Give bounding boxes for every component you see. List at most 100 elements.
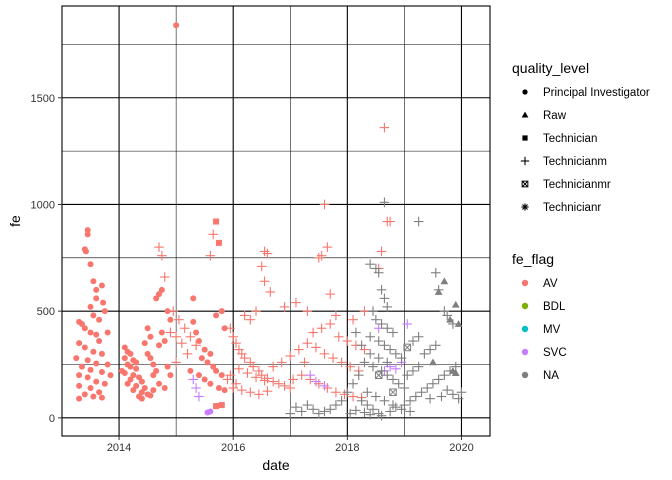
data-point [296,406,307,417]
legend-key [520,156,530,166]
data-point [245,387,256,398]
series-raw-na [429,277,463,376]
data-point [251,372,261,383]
data-point [144,350,151,357]
data-point [136,374,143,381]
data-point [98,282,105,289]
data-point [291,297,301,308]
data-point [285,351,296,361]
data-point [365,349,375,359]
data-point [376,285,387,295]
data-point [294,344,304,355]
data-point [130,387,137,394]
data-point [164,308,171,315]
data-point [147,355,154,362]
data-point [147,392,154,399]
data-point [405,406,415,417]
data-point [188,374,199,385]
data-point [121,370,128,377]
axes: 2014 2016 2018 2020 0 500 1000 1500 [31,5,491,454]
data-point [98,394,105,401]
data-point [150,361,157,368]
data-point [388,327,398,338]
data-point [419,349,430,359]
data-point [379,395,390,406]
data-point [225,370,236,380]
data-point [368,361,378,372]
data-point [153,367,160,374]
data-point [84,231,91,238]
data-point [314,408,324,419]
data-point [405,395,415,406]
y-tick-label: 1000 [31,199,55,211]
data-point [434,288,443,295]
data-point [210,363,217,370]
data-point [90,312,97,319]
data-point [439,370,450,380]
data-point [150,387,157,394]
data-point [76,395,83,402]
data-point [331,310,341,321]
data-point [319,381,330,391]
data-point [268,361,278,372]
data-point [190,318,197,325]
legend-label: NA [543,370,559,382]
data-point [213,218,220,225]
data-point [190,295,197,302]
data-point [385,406,395,417]
data-point [440,277,449,285]
legend-key [521,348,529,356]
data-point [379,197,390,208]
data-point [96,338,103,345]
data-point [174,314,184,325]
data-point [93,360,100,367]
data-point [239,353,250,363]
legend-label: Raw [543,110,567,122]
data-point [221,387,228,394]
data-point [138,395,145,402]
x-tick-label: 2018 [335,442,359,454]
data-point [228,331,238,342]
y-tick-label: 500 [37,306,55,318]
x-tick-label: 2020 [449,442,473,454]
data-point [382,302,393,312]
data-point [195,338,202,345]
data-point [385,344,395,355]
data-point [234,363,244,374]
legend-label: BDL [543,301,566,313]
data-point [225,323,236,334]
data-point [158,329,165,336]
data-point [191,340,201,351]
data-point [127,376,134,383]
data-point [385,216,395,227]
data-point [348,314,358,325]
data-point [442,385,452,395]
legend-label: AV [543,278,558,290]
series-technicianm-na [285,197,467,421]
data-point [87,384,94,391]
data-point [296,370,307,380]
data-point [100,299,107,306]
data-point [187,367,194,374]
data-point [365,331,375,342]
data-point [331,400,341,410]
data-point [379,122,390,133]
data-point [93,295,100,302]
data-point [98,350,105,357]
data-point [391,349,401,359]
data-point [167,316,174,323]
data-point [133,365,140,372]
data-point [87,261,94,268]
data-point [348,391,358,402]
data-point [345,361,355,372]
data-point [408,366,418,376]
data-point [391,363,401,374]
legend-label: Technicianm [543,156,607,168]
data-point [299,357,310,368]
legend-label: SVC [543,347,567,359]
data-point [127,363,134,370]
data-point [84,374,91,381]
data-point [411,391,421,402]
data-point [453,393,464,404]
data-point [451,300,460,308]
